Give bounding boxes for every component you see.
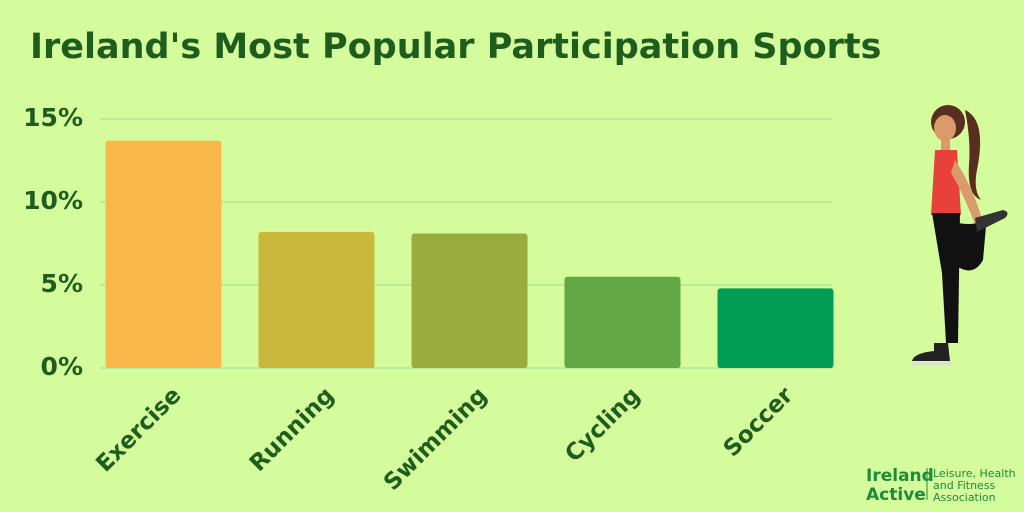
bar [258,231,375,368]
y-tick-label: 15% [23,103,83,132]
logo-tagline: Leisure, Health [933,467,1016,480]
bar [564,276,681,368]
bar [105,140,222,368]
logo-brand: Ireland [866,466,934,486]
logo-tagline: Association [933,491,996,504]
runner-illustration [912,105,1008,366]
bar [411,233,528,368]
y-tick-label: 10% [23,186,83,215]
logo-brand: Active [866,485,926,505]
y-tick-label: 0% [41,352,83,381]
bar [717,288,834,368]
logo-tagline: and Fitness [933,479,996,492]
chart-title: Ireland's Most Popular Participation Spo… [30,27,881,67]
y-tick-label: 5% [41,269,83,298]
